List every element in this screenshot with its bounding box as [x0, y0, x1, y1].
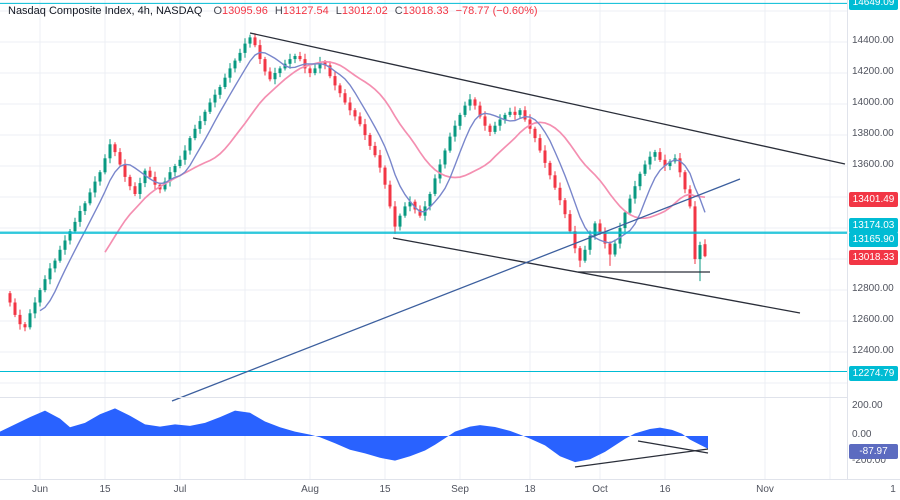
ohlc-values: O13095.96 H13127.54 L13012.02 C13018.33	[206, 5, 448, 17]
ascending-blue-trendline	[171, 178, 741, 402]
time-axis-label: Jun	[31, 484, 49, 495]
price-badge[interactable]: 14649.09	[849, 0, 898, 10]
price-axis-label: 12800.00	[852, 283, 894, 294]
time-axis-label: Nov	[756, 484, 774, 495]
fast-ma-line	[39, 51, 706, 312]
price-badge[interactable]: 13165.90	[849, 232, 898, 247]
time-axis-label: 16	[659, 484, 671, 495]
slow-ma-line	[104, 60, 706, 253]
ohlc-key: O	[213, 5, 222, 17]
price-badge[interactable]: 12274.79	[849, 366, 898, 381]
price-axis-label: 12400.00	[852, 345, 894, 356]
time-axis-label: Aug	[301, 484, 319, 495]
price-axis[interactable]: 14400.00 14200.00 14000.00 13800.00 13600.00…	[847, 0, 900, 480]
ohlc-key: C	[394, 5, 403, 17]
time-axis-label: 15	[379, 484, 391, 495]
price-axis-label: 13600.00	[852, 159, 894, 170]
oscillator-trendline-1	[574, 448, 709, 468]
price-badge[interactable]: -87.97	[849, 444, 898, 459]
time-axis-label: 1	[890, 484, 896, 495]
time-axis-label: Sep	[451, 484, 469, 495]
symbol-legend: Nasdaq Composite Index, 4h, NASDAQ O13095…	[8, 5, 538, 17]
price-axis-label: 12600.00	[852, 314, 894, 325]
ohlc-key: H	[274, 5, 283, 17]
ohlc-key: L	[335, 5, 342, 17]
price-axis-label: 13800.00	[852, 128, 894, 139]
time-axis-label: Jul	[173, 484, 187, 495]
oscillator-trendline-2	[637, 440, 709, 454]
price-badge[interactable]: 13018.33	[849, 250, 898, 265]
time-axis-label: 15	[99, 484, 111, 495]
price-axis-label: -200.00	[852, 455, 886, 466]
ohlc-value: 13012.02	[341, 5, 388, 17]
price-badge[interactable]: 13401.49	[849, 192, 898, 207]
price-axis-label: 200.00	[852, 400, 883, 411]
upper-descending-trendline	[249, 32, 846, 165]
price-axis-label: 14000.00	[852, 97, 894, 108]
price-axis-label: 0.00	[852, 429, 872, 440]
lower-descending-trendline	[392, 237, 801, 314]
price-axis-label: 14400.00	[852, 35, 894, 46]
price-badge[interactable]: 13174.03	[849, 218, 898, 233]
price-axis-label: 14200.00	[852, 66, 894, 77]
time-axis-label: Oct	[592, 484, 608, 495]
ohlc-value: 13095.96	[222, 5, 268, 17]
ohlc-value: 13018.33	[402, 5, 449, 17]
oscillator-area	[0, 408, 708, 463]
time-axis-label: 18	[524, 484, 536, 495]
symbol-title[interactable]: Nasdaq Composite Index, 4h, NASDAQ	[8, 5, 203, 17]
ohlc-value: 13127.54	[282, 5, 329, 17]
time-axis[interactable]: Jun 15 Jul Aug 15 Sep 18 Oct 16 Nov 1	[0, 479, 900, 500]
change-readout: −78.77 (−0.60%)	[455, 5, 538, 17]
